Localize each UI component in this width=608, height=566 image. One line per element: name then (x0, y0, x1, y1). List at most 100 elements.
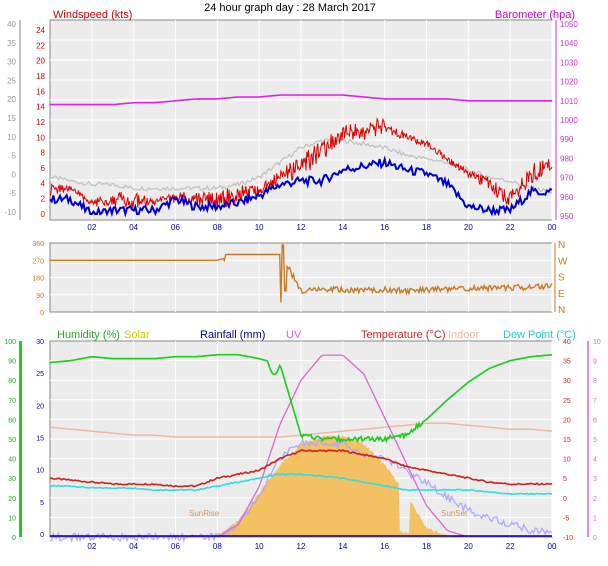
wind-x-tick-label: 14 (338, 223, 347, 232)
baro-tick-label: 1020 (560, 78, 578, 87)
rain-tick-label: 0 (40, 532, 44, 539)
uv-tick-label: 1 (593, 515, 597, 522)
dir-tick-label: 360 (32, 241, 44, 248)
humidity-line (49, 353, 553, 444)
wind-panel: 4035302520151050-5-102422201816141210864… (4, 9, 578, 232)
rain-tick-label: 5 (40, 500, 44, 507)
temp-tick-label: -5 (563, 515, 569, 522)
wind-tick-label: 22 (36, 41, 45, 50)
wind-x-tick-label: 00 (548, 223, 557, 232)
baro-tick-label: 1040 (560, 39, 578, 48)
weather-x-tick-label: 14 (338, 542, 347, 551)
temperature-title: Temperature (°C) (361, 329, 445, 341)
wind-direction-line (50, 244, 553, 303)
uv-tick-label: 0 (593, 535, 597, 542)
compass-tick-label: S (558, 273, 565, 284)
wind-outer-tick-label: 10 (7, 133, 16, 142)
uv-axis (587, 341, 589, 537)
compass-tick-label: N (558, 240, 565, 251)
wind-tick-label: 16 (36, 87, 45, 96)
wind-tick-label: 20 (36, 57, 45, 66)
wind-outer-tick-label: 20 (7, 95, 16, 104)
rain-tick-label: 30 (36, 339, 44, 346)
humidity-tick-label: 90 (8, 359, 16, 366)
solar-title: Solar (124, 329, 150, 341)
temperature-line (49, 449, 553, 488)
temperature-faint-line (49, 137, 553, 194)
humidity-tick-label: 70 (8, 398, 16, 405)
dir-tick-label: 270 (32, 258, 44, 265)
wind-x-tick-label: 06 (171, 223, 180, 232)
baro-tick-label: 980 (560, 154, 574, 163)
baro-tick-label: 1050 (560, 20, 578, 29)
wind-x-tick-label: 20 (464, 223, 473, 232)
weather-x-tick-label: 10 (255, 542, 264, 551)
indoor-title: Indoor (448, 329, 480, 341)
wind-x-tick-label: 16 (380, 223, 389, 232)
baro-tick-label: 990 (560, 135, 574, 144)
sunrise-label: SunRise (189, 509, 220, 518)
uv-tick-label: 9 (593, 359, 597, 366)
humidity-tick-label: 0 (12, 535, 16, 542)
humidity-tick-label: 30 (8, 476, 16, 483)
wind-outer-tick-label: 40 (7, 20, 16, 29)
wind-outer-tick-label: 0 (12, 170, 17, 179)
humidity-tick-label: 80 (8, 378, 16, 385)
sunset-label: SunSet (441, 509, 468, 518)
temp-tick-label: 5 (563, 476, 567, 483)
wind-tick-label: 0 (41, 210, 46, 219)
humidity-tick-label: 60 (8, 417, 16, 424)
solar-area (221, 435, 452, 537)
dir-tick-label: 0 (40, 310, 44, 317)
uv-tick-label: 6 (593, 417, 597, 424)
temp-tick-label: 0 (563, 496, 567, 503)
windspeed-average-line (49, 155, 553, 218)
weather-panel: 1009080706050403020100302520151050403530… (4, 329, 601, 551)
dewpoint-title: Dew Point (°C) (503, 329, 576, 341)
temp-tick-label: 25 (563, 398, 571, 405)
dir-tick-label: 180 (32, 276, 44, 283)
wind-outer-tick-label: 30 (7, 58, 16, 67)
compass-tick-label: W (558, 256, 568, 267)
wind-outer-tick-label: 15 (7, 114, 16, 123)
wind-x-tick-label: 02 (87, 223, 96, 232)
rain-tick-label: 10 (36, 468, 44, 475)
wind-tick-label: 6 (41, 164, 46, 173)
weather-x-tick-label: 04 (129, 542, 138, 551)
rainfall-title: Rainfall (mm) (200, 329, 265, 341)
weather-x-tick-label: 16 (380, 542, 389, 551)
wind-outer-tick-label: 5 (12, 152, 17, 161)
weather-x-tick-label: 00 (548, 542, 557, 551)
humidity-tick-label: 50 (8, 437, 16, 444)
wind-x-tick-label: 08 (213, 223, 222, 232)
uv-title: UV (286, 329, 302, 341)
wind-x-tick-label: 22 (506, 223, 515, 232)
humidity-tick-label: 20 (8, 496, 16, 503)
baro-tick-label: 1010 (560, 97, 578, 106)
humidity-tick-label: 40 (8, 457, 16, 464)
windspeed-gust-line (49, 117, 553, 210)
temp-tick-label: 35 (563, 359, 571, 366)
baro-tick-label: 950 (560, 212, 574, 221)
uv-tick-label: 4 (593, 457, 597, 464)
wind-tick-label: 2 (41, 195, 46, 204)
wind-tick-label: 4 (41, 179, 46, 188)
graph-title: 24 hour graph day : 28 March 2017 (204, 2, 376, 14)
humidity-axis (19, 341, 22, 537)
temp-tick-label: 15 (563, 437, 571, 444)
wind-tick-label: 18 (36, 72, 45, 81)
wind-outer-tick-label: -5 (9, 189, 17, 198)
wind-outer-tick-label: 35 (7, 39, 16, 48)
barometer-line (50, 94, 552, 106)
compass-tick-label: N (558, 305, 565, 316)
uv-tick-label: 3 (593, 476, 597, 483)
rain-tick-label: 20 (36, 403, 44, 410)
wind-tick-label: 24 (36, 26, 45, 35)
wind-tick-label: 14 (36, 103, 45, 112)
uv-tick-label: 8 (593, 378, 597, 385)
wind-axis-title: Windspeed (kts) (53, 9, 132, 21)
wind-x-tick-label: 04 (129, 223, 138, 232)
